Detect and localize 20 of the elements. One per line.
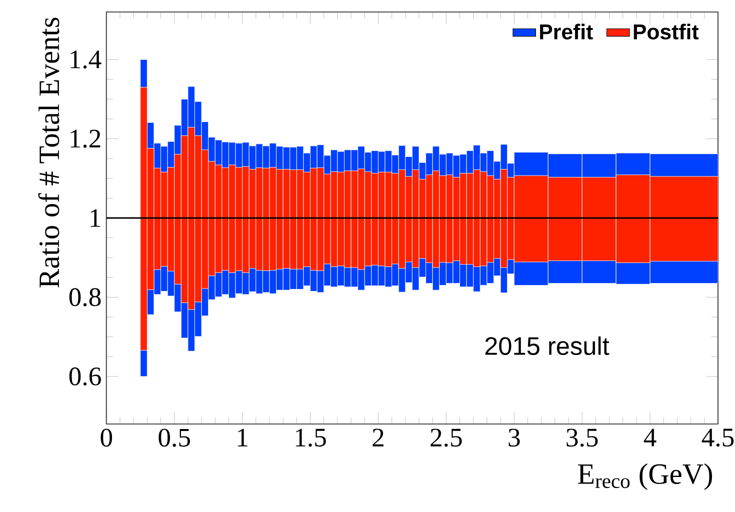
legend-label: Prefit: [540, 24, 593, 40]
x-tick-label: 4: [644, 428, 656, 446]
x-tick-label: 2.5: [430, 428, 462, 447]
y-tick-label: 1.4: [70, 50, 102, 69]
y-tick-label: 0.6: [69, 367, 101, 386]
x-tick-label: 4.5: [702, 428, 734, 447]
x-tick-label: 1: [238, 428, 248, 446]
x-tick-label: 0: [100, 428, 112, 447]
x-tick-label: 3: [508, 428, 520, 447]
y-axis-title: Ratio of # Total Events: [38, 18, 60, 288]
legend-label: Postfit: [634, 24, 699, 40]
x-tick-label: 0.5: [158, 428, 190, 447]
x-axis-title: E$_{reco}$ (GeV): [578, 463, 712, 490]
y-tick-label: 0.8: [69, 288, 101, 306]
annotation: 2015 result: [485, 336, 610, 356]
y-tick-label: 1: [90, 209, 100, 227]
y-tick-label: 1.2: [70, 130, 100, 148]
x-tick-label: 1.5: [296, 428, 326, 447]
x-tick-label: 3.5: [566, 428, 598, 447]
x-tick-label: 2: [372, 428, 384, 446]
